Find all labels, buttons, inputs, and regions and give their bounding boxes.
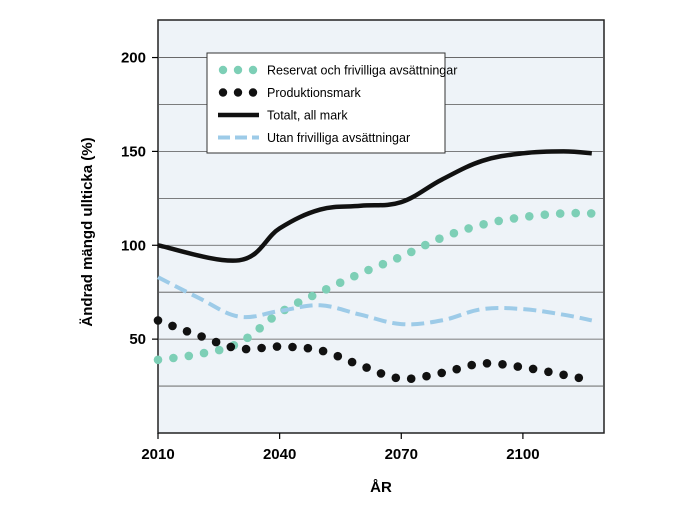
series-dot (407, 247, 416, 257)
series-dot (303, 343, 313, 353)
series-dot (540, 210, 550, 219)
series-dot (214, 345, 224, 355)
series-dot (288, 342, 297, 352)
legend-item: Utan frivilliga avsättningar (218, 131, 410, 145)
series-dot (153, 355, 163, 365)
series-dot (391, 373, 401, 383)
series-reservat-och-frivilliga-avsattningar (153, 208, 596, 365)
series-dot (362, 363, 371, 372)
series-dot (449, 228, 459, 238)
series-dot (243, 333, 252, 343)
series-dot (437, 368, 447, 378)
series-dot (509, 214, 519, 223)
series-dot (513, 362, 523, 371)
series-dot (464, 224, 473, 233)
series-dot (525, 212, 534, 221)
series-dot (153, 316, 163, 325)
series-dot (392, 253, 402, 263)
series-dot (333, 351, 343, 361)
series-dot (350, 271, 359, 281)
series-dot (494, 216, 504, 226)
y-tick-label: 50 (129, 331, 146, 348)
y-tick-label: 150 (121, 143, 146, 160)
series-dot (272, 342, 282, 351)
series-dot (293, 298, 303, 307)
x-tick-label: 2010 (141, 446, 174, 463)
series-dot (555, 209, 565, 218)
series-dot (307, 291, 317, 301)
series-dot (168, 321, 177, 331)
y-axis: 50 100 150 200 (121, 50, 158, 348)
series-dot (544, 367, 553, 377)
series-dot (211, 337, 221, 347)
series-dot (378, 259, 388, 269)
legend-swatch (233, 65, 243, 75)
y-tick-label: 200 (121, 50, 146, 67)
legend-swatch (218, 65, 228, 75)
legend-swatch (248, 88, 258, 97)
legend-item: Reservat och frivilliga avsättningar (218, 64, 457, 78)
x-axis: 2010 2040 2070 2100 (141, 433, 540, 463)
series-dot (184, 351, 194, 361)
x-axis-title: ÅR (370, 479, 392, 496)
series-dot (574, 373, 584, 383)
series-dot (267, 314, 276, 323)
series-dot (226, 342, 236, 352)
x-tick-label: 2070 (385, 446, 418, 463)
series-utan-frivilliga-avsattningar (157, 275, 593, 327)
legend-swatch (218, 88, 228, 97)
series-produktionsmark (153, 316, 584, 384)
series-dot (559, 370, 568, 380)
legend-label: Utan frivilliga avsättningar (267, 131, 410, 145)
y-axis-title: Ändrad mängd ullticka (%) (79, 137, 96, 326)
legend-swatch (233, 88, 243, 97)
series-line (157, 275, 593, 327)
legend-swatch (248, 65, 258, 75)
series-dot (182, 327, 192, 336)
series-dot (376, 369, 386, 378)
legend-label: Produktionsmark (267, 86, 362, 100)
series-line (157, 149, 592, 263)
legend-label: Reservat och frivilliga avsättningar (267, 64, 457, 78)
series-dot (467, 360, 477, 370)
series-dot (257, 343, 266, 353)
series-dot (318, 346, 328, 356)
series-dot (586, 209, 596, 218)
series-dot (406, 374, 416, 384)
series-dot (452, 364, 462, 374)
series-dot (422, 371, 431, 381)
series-dot (347, 357, 357, 367)
legend-item: Totalt, all mark (218, 109, 348, 123)
series-dot (435, 234, 444, 243)
series-dot (364, 265, 373, 275)
series-dot (479, 220, 488, 229)
series-dot (528, 364, 538, 374)
series-dot (421, 240, 430, 250)
legend-item: Produktionsmark (218, 86, 362, 100)
series-dot (321, 285, 331, 294)
series-dot (169, 353, 178, 363)
x-tick-label: 2100 (506, 446, 539, 463)
series-dot (498, 360, 507, 369)
series-dot (255, 324, 264, 333)
series-totalt-all-mark (157, 149, 592, 263)
legend: Reservat och frivilliga avsättningar Prod… (206, 52, 457, 154)
series-dot (335, 278, 345, 288)
series-dot (571, 208, 580, 218)
series-dot (241, 344, 251, 354)
series-dot (199, 348, 209, 358)
legend-label: Totalt, all mark (267, 109, 348, 123)
series-dot (482, 359, 492, 368)
series-layer (153, 149, 596, 384)
series-dot (197, 332, 206, 341)
y-tick-label: 100 (121, 237, 146, 254)
x-tick-label: 2040 (263, 446, 296, 463)
